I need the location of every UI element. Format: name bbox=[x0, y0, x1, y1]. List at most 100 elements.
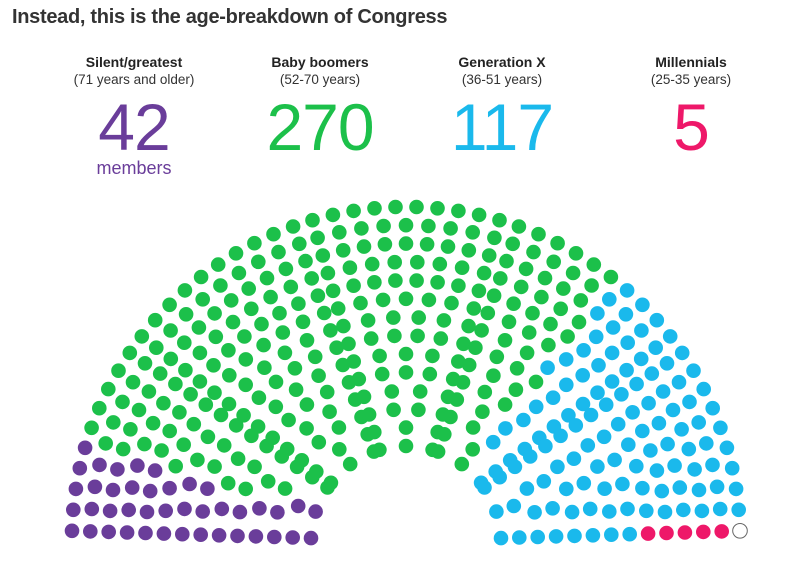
group-age-range: (25-35 years) bbox=[650, 72, 732, 87]
seat-silent-greatest bbox=[66, 502, 81, 518]
seat-baby-boomers bbox=[250, 419, 266, 434]
group-millennials: Millennials (25-35 years) 5 bbox=[591, 54, 791, 160]
seat-baby-boomers bbox=[364, 256, 380, 272]
seat-baby-boomers bbox=[456, 336, 471, 352]
seat-baby-boomers bbox=[178, 307, 194, 322]
seat-baby-boomers bbox=[374, 366, 390, 382]
seat-generation-x bbox=[550, 459, 565, 475]
seat-generation-x bbox=[691, 415, 706, 430]
seat-baby-boomers bbox=[474, 323, 489, 338]
seat-generation-x bbox=[651, 415, 667, 431]
seat-baby-boomers bbox=[294, 453, 310, 468]
seat-baby-boomers bbox=[200, 429, 216, 445]
seat-baby-boomers bbox=[163, 323, 178, 338]
seat-baby-boomers bbox=[476, 265, 492, 281]
seat-generation-x bbox=[676, 502, 691, 518]
seat-baby-boomers bbox=[454, 456, 470, 472]
seat-baby-boomers bbox=[279, 441, 295, 457]
seat-silent-greatest bbox=[84, 501, 100, 517]
seat-silent-greatest bbox=[110, 462, 125, 477]
seat-baby-boomers bbox=[560, 329, 575, 344]
seat-baby-boomers bbox=[480, 305, 496, 321]
seat-silent-greatest bbox=[77, 440, 93, 456]
seat-silent-greatest bbox=[290, 498, 306, 514]
seat-baby-boomers bbox=[275, 325, 291, 340]
seat-generation-x bbox=[538, 438, 553, 454]
seat-baby-boomers bbox=[481, 248, 497, 263]
seat-baby-boomers bbox=[331, 420, 347, 435]
seat-baby-boomers bbox=[195, 292, 210, 307]
seat-baby-boomers bbox=[468, 340, 483, 356]
seat-baby-boomers bbox=[221, 396, 237, 412]
seat-baby-boomers bbox=[568, 246, 584, 261]
seat-generation-x bbox=[564, 504, 580, 520]
seat-silent-greatest bbox=[147, 463, 163, 478]
seat-baby-boomers bbox=[421, 292, 437, 308]
seat-generation-x bbox=[635, 297, 650, 313]
seat-silent-greatest bbox=[177, 501, 192, 517]
seat-generation-x bbox=[622, 526, 637, 542]
group-count-unit: members bbox=[96, 158, 172, 178]
seat-generation-x bbox=[561, 408, 576, 423]
seat-baby-boomers bbox=[367, 201, 382, 216]
seat-generation-x bbox=[713, 420, 728, 436]
seat-baby-boomers bbox=[131, 402, 147, 418]
seat-baby-boomers bbox=[323, 323, 338, 338]
seat-baby-boomers bbox=[436, 313, 452, 328]
seat-baby-boomers bbox=[534, 289, 549, 305]
seat-baby-boomers bbox=[277, 345, 293, 361]
seat-generation-x bbox=[620, 335, 635, 351]
seat-millennials bbox=[677, 525, 693, 540]
seat-baby-boomers bbox=[254, 316, 269, 332]
group-name: Generation X bbox=[458, 54, 546, 70]
seat-baby-boomers bbox=[237, 329, 252, 344]
seat-baby-boomers bbox=[260, 474, 276, 489]
seat-baby-boomers bbox=[305, 212, 320, 228]
seat-baby-boomers bbox=[506, 296, 521, 312]
seat-generation-x bbox=[576, 343, 591, 358]
seat-baby-boomers bbox=[191, 320, 207, 335]
seat-generation-x bbox=[709, 479, 725, 495]
seat-silent-greatest bbox=[211, 528, 227, 543]
seat-baby-boomers bbox=[454, 260, 470, 276]
seat-generation-x bbox=[724, 460, 740, 476]
seat-silent-greatest bbox=[270, 505, 285, 520]
seat-baby-boomers bbox=[398, 217, 414, 233]
seat-baby-boomers bbox=[271, 244, 286, 260]
seat-baby-boomers bbox=[168, 376, 183, 392]
seat-generation-x bbox=[731, 502, 746, 518]
seat-generation-x bbox=[590, 385, 605, 401]
seat-baby-boomers bbox=[499, 253, 514, 269]
seat-generation-x bbox=[553, 428, 568, 444]
seat-generation-x bbox=[657, 504, 673, 520]
seat-baby-boomers bbox=[372, 348, 387, 364]
seat-silent-greatest bbox=[68, 481, 84, 497]
seat-generation-x bbox=[545, 501, 560, 516]
seat-baby-boomers bbox=[231, 265, 247, 281]
seat-baby-boomers bbox=[377, 237, 393, 252]
seat-baby-boomers bbox=[521, 325, 537, 340]
seat-silent-greatest bbox=[72, 460, 88, 476]
seat-generation-x bbox=[528, 399, 544, 415]
seat-baby-boomers bbox=[375, 292, 391, 308]
seat-generation-x bbox=[712, 501, 728, 517]
seat-baby-boomers bbox=[92, 400, 107, 416]
seat-baby-boomers bbox=[320, 265, 336, 281]
seat-generation-x bbox=[610, 416, 626, 432]
seat-baby-boomers bbox=[546, 254, 561, 270]
seat-generation-x bbox=[519, 481, 535, 496]
seat-generation-x bbox=[614, 387, 629, 402]
seat-baby-boomers bbox=[319, 384, 335, 400]
group-age-range: (52-70 years) bbox=[279, 72, 361, 87]
seat-generation-x bbox=[604, 345, 620, 361]
seat-baby-boomers bbox=[285, 219, 301, 234]
seat-baby-boomers bbox=[154, 443, 169, 458]
seat-baby-boomers bbox=[443, 221, 458, 236]
seat-baby-boomers bbox=[437, 427, 452, 442]
seat-silent-greatest bbox=[308, 504, 323, 519]
seat-generation-x bbox=[489, 504, 504, 519]
seat-baby-boomers bbox=[411, 310, 427, 325]
seat-baby-boomers bbox=[221, 343, 236, 358]
seat-baby-boomers bbox=[475, 404, 490, 420]
